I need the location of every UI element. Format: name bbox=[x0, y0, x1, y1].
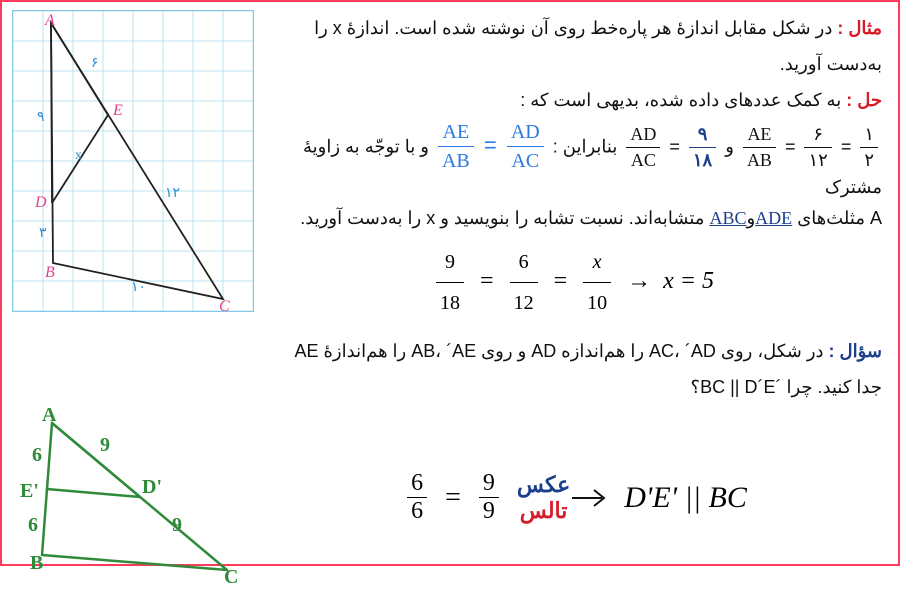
sk-B: B bbox=[30, 552, 43, 574]
label-C: C bbox=[219, 298, 230, 312]
solution-line: حل : به کمک عددهای داده شده، بدیهی است ک… bbox=[264, 82, 882, 118]
frac-den: AB bbox=[743, 148, 776, 173]
sk-Ep: E' bbox=[20, 480, 39, 502]
len-EC: ۱۲ bbox=[165, 186, 180, 201]
sk-Dp: D' bbox=[142, 476, 162, 498]
similar-line: A مثلث‌های ADEوABC متشابه‌اند. نسبت تشاب… bbox=[264, 200, 882, 236]
question-label: سؤال : bbox=[829, 341, 882, 361]
solution-intro: به کمک عددهای داده شده، بدیهی است که : bbox=[520, 90, 846, 110]
example-block: A B C D E ۶ ۹ x ۱۲ ۳ ۱۰ مثال : در شکل مق… bbox=[12, 10, 888, 405]
thales-result: D'E' || BC bbox=[624, 481, 747, 515]
triangle-name-ABC: ABC bbox=[709, 200, 746, 236]
len-AE: ۶ bbox=[91, 56, 99, 71]
question-line: سؤال : در شکل، روی AC، ´AD را هم‌اندازه … bbox=[264, 333, 882, 405]
len-BC: ۱۰ bbox=[131, 280, 146, 295]
example-text: در شکل مقابل اندازهٔ هر پاره‌خط روی آن ن… bbox=[314, 18, 882, 74]
question-text: در شکل، روی AC، ´AD را هم‌اندازه AD و رو… bbox=[294, 341, 882, 397]
sk-ADp: 9 bbox=[100, 434, 110, 456]
len-x: x bbox=[75, 148, 82, 163]
label-A: A bbox=[44, 12, 55, 29]
figure-1-svg: A B C D E ۶ ۹ x ۱۲ ۳ ۱۰ bbox=[12, 10, 254, 312]
thales-equation: 66 = 99 عکس تالس D'E' || BC bbox=[262, 470, 888, 525]
label-B: B bbox=[45, 264, 55, 281]
len-AD: ۹ bbox=[37, 110, 45, 125]
ratio-line: AEAB = ۶۱۲ = ۱۲ و ADAC = ۹۱۸ بنابراین : … bbox=[264, 118, 882, 200]
arrow-icon bbox=[570, 473, 610, 523]
figure-1: A B C D E ۶ ۹ x ۱۲ ۳ ۱۰ bbox=[12, 10, 258, 405]
example-line: مثال : در شکل مقابل اندازهٔ هر پاره‌خط ر… bbox=[264, 10, 882, 82]
label-E: E bbox=[112, 102, 123, 119]
frac-num: AE bbox=[743, 122, 776, 148]
len-DB: ۳ bbox=[39, 226, 47, 241]
thales-label: عکس تالس bbox=[517, 472, 570, 524]
label-D: D bbox=[34, 194, 47, 211]
page-frame: A B C D E ۶ ۹ x ۱۲ ۳ ۱۰ مثال : در شکل مق… bbox=[0, 0, 900, 566]
figure-2: A B C D' E' 9 6 6 9 bbox=[12, 405, 262, 590]
bottom-row: A B C D' E' 9 6 6 9 66 = 99 عکس bbox=[12, 405, 888, 590]
solution-label: حل : bbox=[846, 90, 882, 110]
figure-2-svg: A B C D' E' 9 6 6 9 bbox=[12, 405, 262, 585]
main-equation: 918 = 612 = x10 → x = 5 bbox=[264, 242, 882, 323]
sk-A: A bbox=[42, 405, 57, 426]
triangle-name-ADE: ADE bbox=[755, 200, 792, 236]
example-label: مثال : bbox=[837, 18, 882, 38]
text-column: مثال : در شکل مقابل اندازهٔ هر پاره‌خط ر… bbox=[258, 10, 888, 405]
sk-AEp: 6 bbox=[32, 444, 42, 466]
sk-EpB: 6 bbox=[28, 514, 38, 536]
sk-C: C bbox=[224, 566, 238, 585]
sk-DpC: 9 bbox=[172, 514, 182, 536]
